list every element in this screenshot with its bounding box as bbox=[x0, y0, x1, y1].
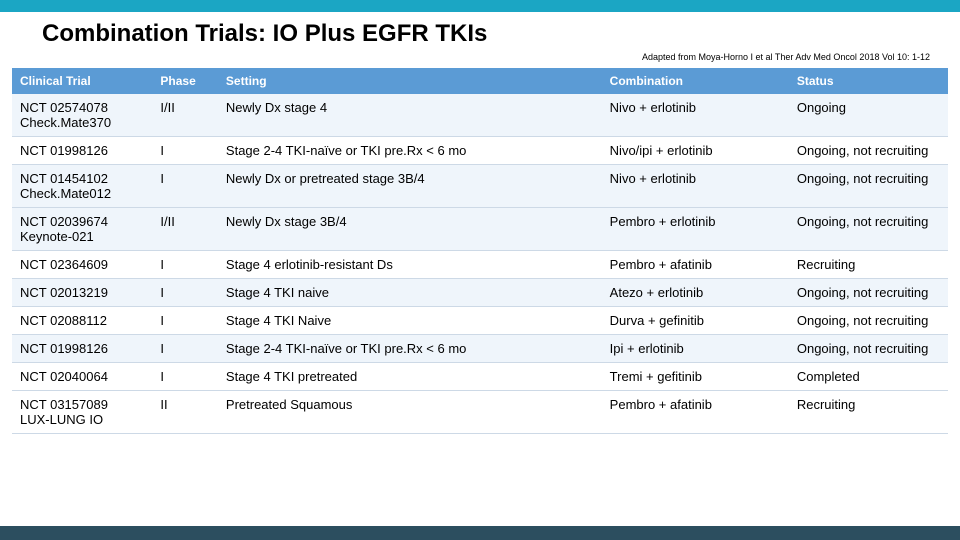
cell-setting: Newly Dx stage 3B/4 bbox=[218, 208, 602, 251]
cell-status: Ongoing, not recruiting bbox=[789, 279, 948, 307]
trials-table: Clinical Trial Phase Setting Combination… bbox=[12, 68, 948, 434]
col-header-trial: Clinical Trial bbox=[12, 68, 152, 94]
citation-text: Adapted from Moya-Horno I et al Ther Adv… bbox=[0, 52, 960, 68]
cell-combination: Nivo + erlotinib bbox=[602, 165, 789, 208]
cell-phase: I bbox=[152, 335, 218, 363]
bottom-accent-bar bbox=[0, 526, 960, 540]
cell-setting: Stage 2-4 TKI-naïve or TKI pre.Rx < 6 mo bbox=[218, 335, 602, 363]
col-header-combination: Combination bbox=[602, 68, 789, 94]
trial-name: Keynote-021 bbox=[20, 229, 144, 244]
cell-combination: Nivo/ipi + erlotinib bbox=[602, 137, 789, 165]
col-header-status: Status bbox=[789, 68, 948, 94]
cell-combination: Ipi + erlotinib bbox=[602, 335, 789, 363]
cell-trial: NCT 02364609 bbox=[12, 251, 152, 279]
cell-phase: I/II bbox=[152, 94, 218, 137]
trial-name: Check.Mate012 bbox=[20, 186, 144, 201]
cell-combination: Pembro + afatinib bbox=[602, 251, 789, 279]
cell-phase: I bbox=[152, 137, 218, 165]
col-header-phase: Phase bbox=[152, 68, 218, 94]
cell-trial: NCT 02040064 bbox=[12, 363, 152, 391]
cell-combination: Nivo + erlotinib bbox=[602, 94, 789, 137]
cell-trial: NCT 01998126 bbox=[12, 137, 152, 165]
cell-status: Ongoing, not recruiting bbox=[789, 307, 948, 335]
cell-trial: NCT 03157089LUX-LUNG IO bbox=[12, 391, 152, 434]
table-row: NCT 01998126 IStage 2-4 TKI-naïve or TKI … bbox=[12, 335, 948, 363]
cell-setting: Newly Dx stage 4 bbox=[218, 94, 602, 137]
table-row: NCT 02574078Check.Mate370I/IINewly Dx st… bbox=[12, 94, 948, 137]
cell-status: Recruiting bbox=[789, 251, 948, 279]
cell-status: Completed bbox=[789, 363, 948, 391]
trial-id: NCT 01998126 bbox=[20, 143, 108, 158]
cell-phase: I/II bbox=[152, 208, 218, 251]
cell-trial: NCT 02039674Keynote-021 bbox=[12, 208, 152, 251]
table-container: Clinical Trial Phase Setting Combination… bbox=[0, 68, 960, 434]
top-accent-bar bbox=[0, 0, 960, 12]
cell-status: Ongoing, not recruiting bbox=[789, 165, 948, 208]
cell-combination: Pembro + erlotinib bbox=[602, 208, 789, 251]
cell-combination: Pembro + afatinib bbox=[602, 391, 789, 434]
trial-id: NCT 02040064 bbox=[20, 369, 108, 384]
cell-combination: Tremi + gefitinib bbox=[602, 363, 789, 391]
cell-setting: Pretreated Squamous bbox=[218, 391, 602, 434]
cell-phase: I bbox=[152, 165, 218, 208]
table-header-row: Clinical Trial Phase Setting Combination… bbox=[12, 68, 948, 94]
trial-id: NCT 01998126 bbox=[20, 341, 108, 356]
trial-id: NCT 02013219 bbox=[20, 285, 108, 300]
cell-setting: Stage 4 erlotinib-resistant Ds bbox=[218, 251, 602, 279]
trial-name: LUX-LUNG IO bbox=[20, 412, 144, 427]
cell-setting: Stage 4 TKI Naive bbox=[218, 307, 602, 335]
cell-setting: Newly Dx or pretreated stage 3B/4 bbox=[218, 165, 602, 208]
table-row: NCT 02013219 IStage 4 TKI naiveAtezo + er… bbox=[12, 279, 948, 307]
cell-combination: Durva + gefinitib bbox=[602, 307, 789, 335]
trial-id: NCT 03157089 bbox=[20, 397, 108, 412]
trial-id: NCT 02088112 bbox=[20, 313, 107, 328]
cell-combination: Atezo + erlotinib bbox=[602, 279, 789, 307]
trial-id: NCT 02364609 bbox=[20, 257, 108, 272]
cell-setting: Stage 4 TKI pretreated bbox=[218, 363, 602, 391]
col-header-setting: Setting bbox=[218, 68, 602, 94]
cell-trial: NCT 02574078Check.Mate370 bbox=[12, 94, 152, 137]
cell-setting: Stage 4 TKI naive bbox=[218, 279, 602, 307]
trial-id: NCT 02574078 bbox=[20, 100, 108, 115]
cell-phase: I bbox=[152, 363, 218, 391]
page-title: Combination Trials: IO Plus EGFR TKIs bbox=[0, 12, 960, 52]
table-row: NCT 02088112 IStage 4 TKI NaiveDurva + ge… bbox=[12, 307, 948, 335]
cell-trial: NCT 02088112 bbox=[12, 307, 152, 335]
cell-trial: NCT 01998126 bbox=[12, 335, 152, 363]
table-row: NCT 02364609 IStage 4 erlotinib-resistant… bbox=[12, 251, 948, 279]
cell-phase: I bbox=[152, 279, 218, 307]
table-row: NCT 01998126 IStage 2-4 TKI-naïve or TKI … bbox=[12, 137, 948, 165]
cell-phase: II bbox=[152, 391, 218, 434]
cell-status: Ongoing, not recruiting bbox=[789, 208, 948, 251]
cell-trial: NCT 02013219 bbox=[12, 279, 152, 307]
cell-status: Ongoing bbox=[789, 94, 948, 137]
cell-phase: I bbox=[152, 307, 218, 335]
cell-status: Recruiting bbox=[789, 391, 948, 434]
trial-id: NCT 01454102 bbox=[20, 171, 108, 186]
cell-phase: I bbox=[152, 251, 218, 279]
table-row: NCT 02039674Keynote-021I/IINewly Dx stag… bbox=[12, 208, 948, 251]
cell-status: Ongoing, not recruiting bbox=[789, 137, 948, 165]
cell-status: Ongoing, not recruiting bbox=[789, 335, 948, 363]
trial-name: Check.Mate370 bbox=[20, 115, 144, 130]
cell-trial: NCT 01454102Check.Mate012 bbox=[12, 165, 152, 208]
table-row: NCT 03157089LUX-LUNG IOIIPretreated Squa… bbox=[12, 391, 948, 434]
table-row: NCT 01454102Check.Mate012INewly Dx or pr… bbox=[12, 165, 948, 208]
table-row: NCT 02040064 IStage 4 TKI pretreatedTremi… bbox=[12, 363, 948, 391]
cell-setting: Stage 2-4 TKI-naïve or TKI pre.Rx < 6 mo bbox=[218, 137, 602, 165]
trial-id: NCT 02039674 bbox=[20, 214, 108, 229]
